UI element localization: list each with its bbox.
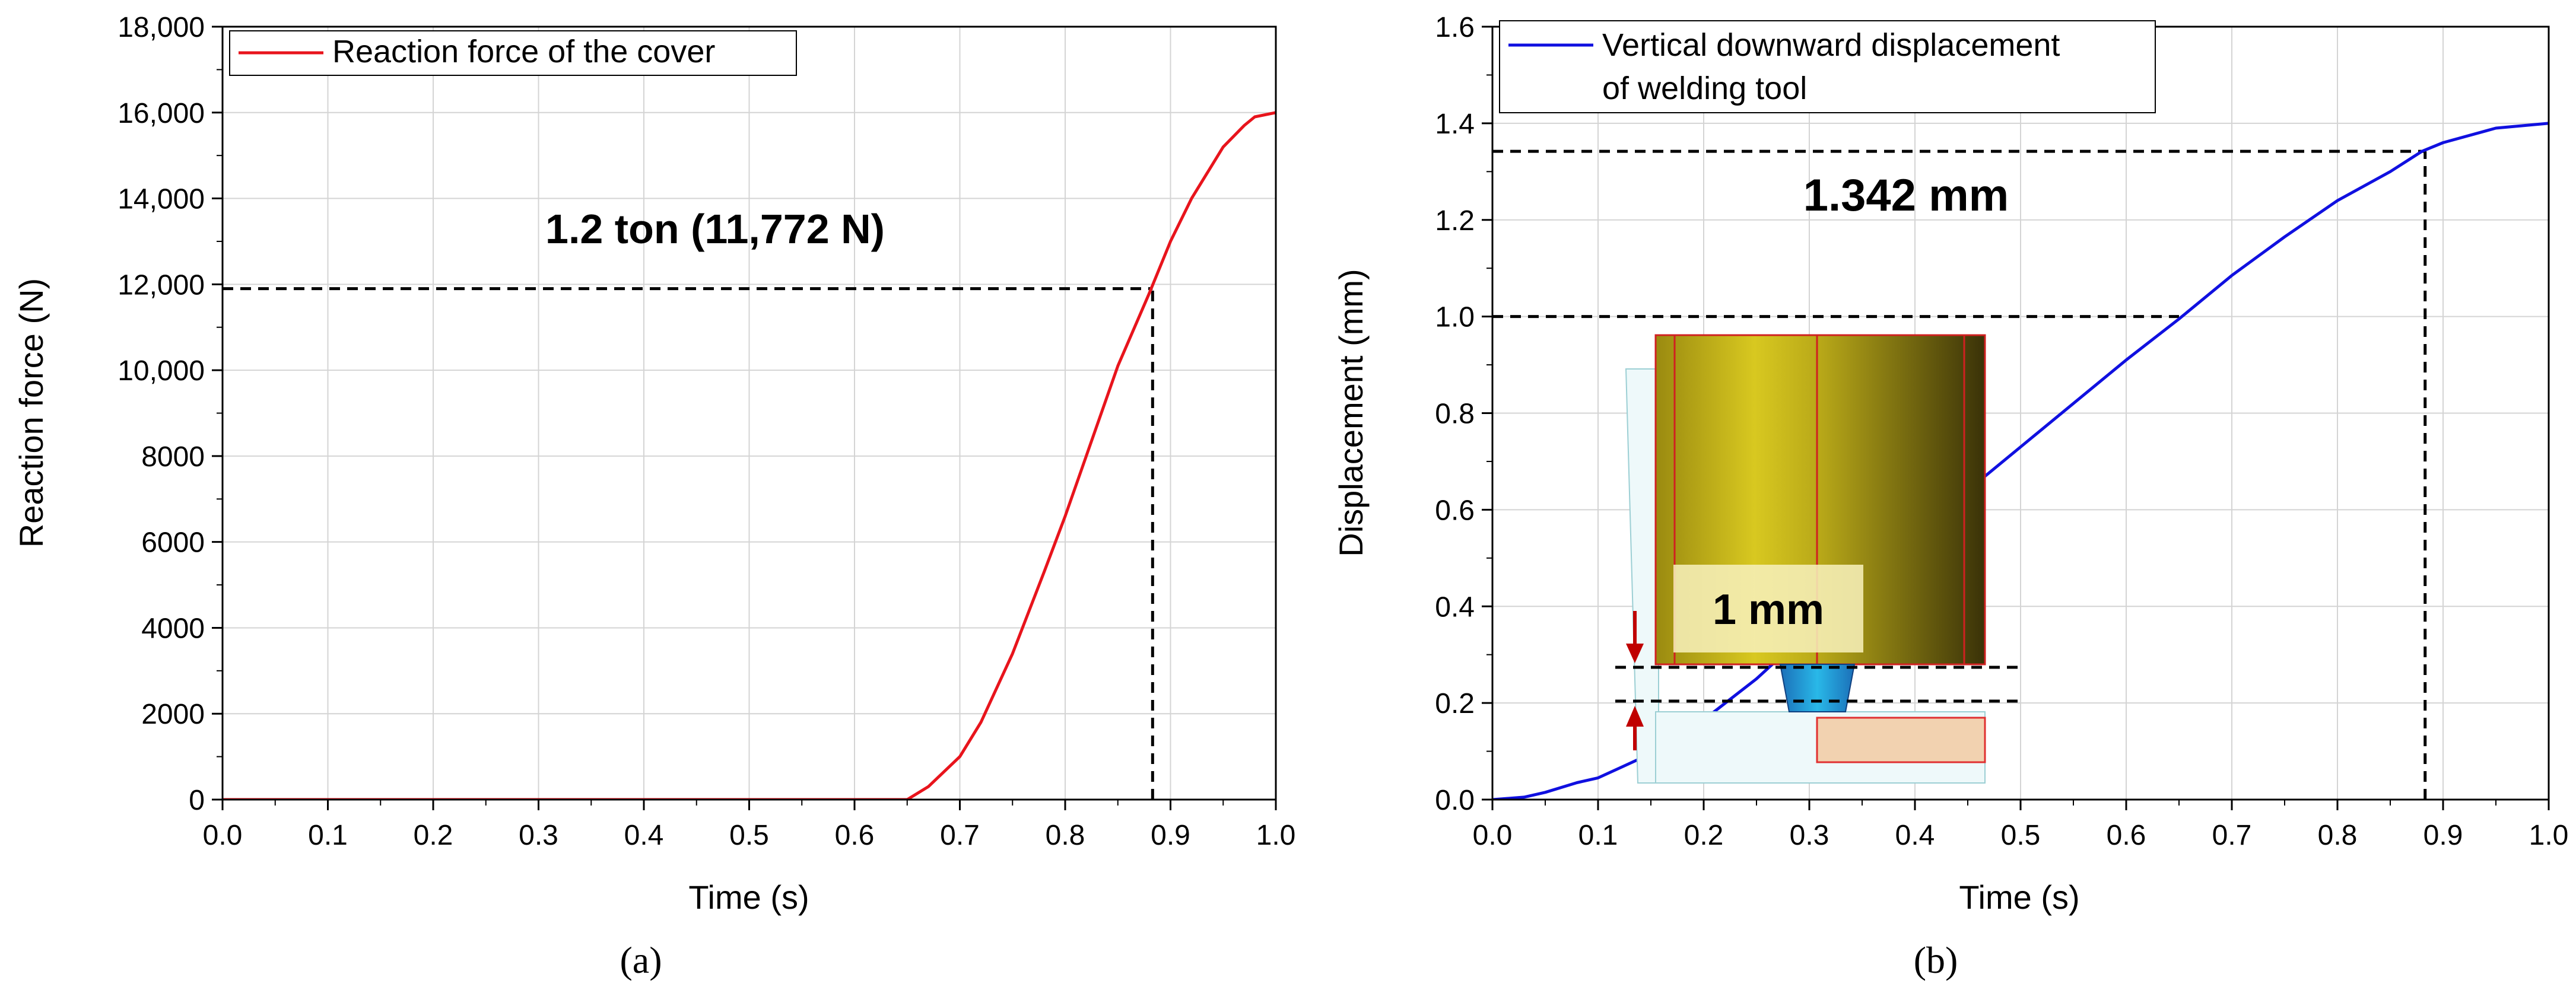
x-tick-label: 0.9 — [2423, 820, 2463, 851]
panel-caption: (a) — [620, 939, 662, 981]
y-axis-label: Reaction force (N) — [12, 278, 50, 547]
legend: Reaction force of the cover — [230, 31, 796, 75]
x-tick-label: 0.6 — [835, 820, 875, 851]
y-tick-label: 12,000 — [117, 269, 205, 301]
y-tick-label: 1.4 — [1435, 109, 1475, 140]
legend-label: Reaction force of the cover — [332, 34, 715, 69]
x-tick-label: 0.1 — [308, 820, 348, 851]
chart-panel-b: 0.0 0.1 0.2 0.3 0.4 0.5 0.6 0.7 0.8 0.9 1.0 0.0 0.2 0… — [1332, 12, 2568, 981]
legend: Vertical downward displacement of weldin… — [1500, 21, 2155, 113]
x-axis-label: Time (s) — [1959, 878, 2079, 916]
x-tick-label: 0.7 — [2212, 820, 2252, 851]
y-tick-label: 18,000 — [117, 12, 205, 43]
annotation-text: 1.2 ton (11,772 N) — [545, 206, 885, 252]
y-tick-label: 1.0 — [1435, 302, 1475, 333]
x-tick-label: 0.5 — [729, 820, 769, 851]
y-tick-label: 0.6 — [1435, 495, 1475, 526]
y-tick-label: 10,000 — [117, 355, 205, 387]
x-tick-label: 0.3 — [519, 820, 558, 851]
annotation-text: 1.342 mm — [1803, 170, 2009, 221]
x-tick-label: 0.2 — [414, 820, 453, 851]
y-tick-label: 8000 — [141, 441, 205, 473]
y-tick-label: 0 — [189, 785, 205, 816]
x-tick-label: 0.8 — [1046, 820, 1085, 851]
x-tick-label: 0.4 — [1895, 820, 1935, 851]
legend-label-line-1: Vertical downward displacement — [1602, 27, 2060, 63]
y-axis-label: Displacement (mm) — [1332, 269, 1370, 556]
y-tick-label: 2000 — [141, 699, 205, 730]
x-tick-label: 1.0 — [1256, 820, 1296, 851]
y-tick-label: 0.4 — [1435, 591, 1475, 623]
welding-tool-inset: 1 mm — [1615, 335, 2021, 783]
annotation-lines — [223, 289, 1152, 800]
grid — [223, 27, 1276, 800]
x-axis-label: Time (s) — [688, 878, 809, 916]
y-tick-label: 1.6 — [1435, 12, 1475, 43]
x-tick-label: 0.6 — [2107, 820, 2146, 851]
x-tick-label: 0.8 — [2318, 820, 2358, 851]
x-tick-label: 0.0 — [203, 820, 243, 851]
y-tick-label: 1.2 — [1435, 205, 1475, 237]
x-tick-label: 0.3 — [1790, 820, 1829, 851]
inset-tool-tip — [1780, 664, 1854, 712]
inset-cover-part — [1817, 718, 1985, 762]
panel-caption: (b) — [1914, 939, 1958, 981]
chart-panel-a: 0.0 0.1 0.2 0.3 0.4 0.5 0.6 0.7 0.8 0.9 1.0 0 2000 40… — [12, 12, 1295, 981]
y-tick-label: 6000 — [141, 527, 205, 559]
x-tick-label: 0.7 — [940, 820, 980, 851]
y-tick-label: 16,000 — [117, 98, 205, 129]
x-tick-label: 0.4 — [624, 820, 664, 851]
y-tick-label: 0.2 — [1435, 688, 1475, 720]
legend-label-line-2: of welding tool — [1602, 71, 1807, 106]
x-tick-label: 0.5 — [2001, 820, 2041, 851]
x-tick-label: 0.2 — [1684, 820, 1724, 851]
y-tick-label: 0.8 — [1435, 399, 1475, 430]
axis-ticks: 0.0 0.1 0.2 0.3 0.4 0.5 0.6 0.7 0.8 0.9 1.0 0 2000 40… — [117, 12, 1295, 851]
x-tick-label: 1.0 — [2529, 820, 2569, 851]
inset-label: 1 mm — [1713, 586, 1824, 633]
y-tick-label: 0.0 — [1435, 785, 1475, 816]
x-tick-label: 0.1 — [1578, 820, 1618, 851]
y-tick-label: 14,000 — [117, 184, 205, 215]
x-tick-label: 0.9 — [1151, 820, 1190, 851]
x-tick-label: 0.0 — [1473, 820, 1513, 851]
axis-ticks: 0.0 0.1 0.2 0.3 0.4 0.5 0.6 0.7 0.8 0.9 1.0 0.0 0.2 0… — [1435, 12, 2568, 851]
y-tick-label: 4000 — [141, 613, 205, 644]
